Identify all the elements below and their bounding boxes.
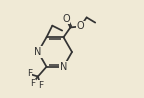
Text: O: O (62, 14, 70, 24)
Text: F: F (27, 69, 32, 78)
Text: F: F (38, 81, 43, 90)
Text: O: O (76, 21, 84, 31)
Text: N: N (60, 62, 67, 72)
Text: N: N (34, 47, 42, 57)
Text: F: F (30, 79, 35, 88)
